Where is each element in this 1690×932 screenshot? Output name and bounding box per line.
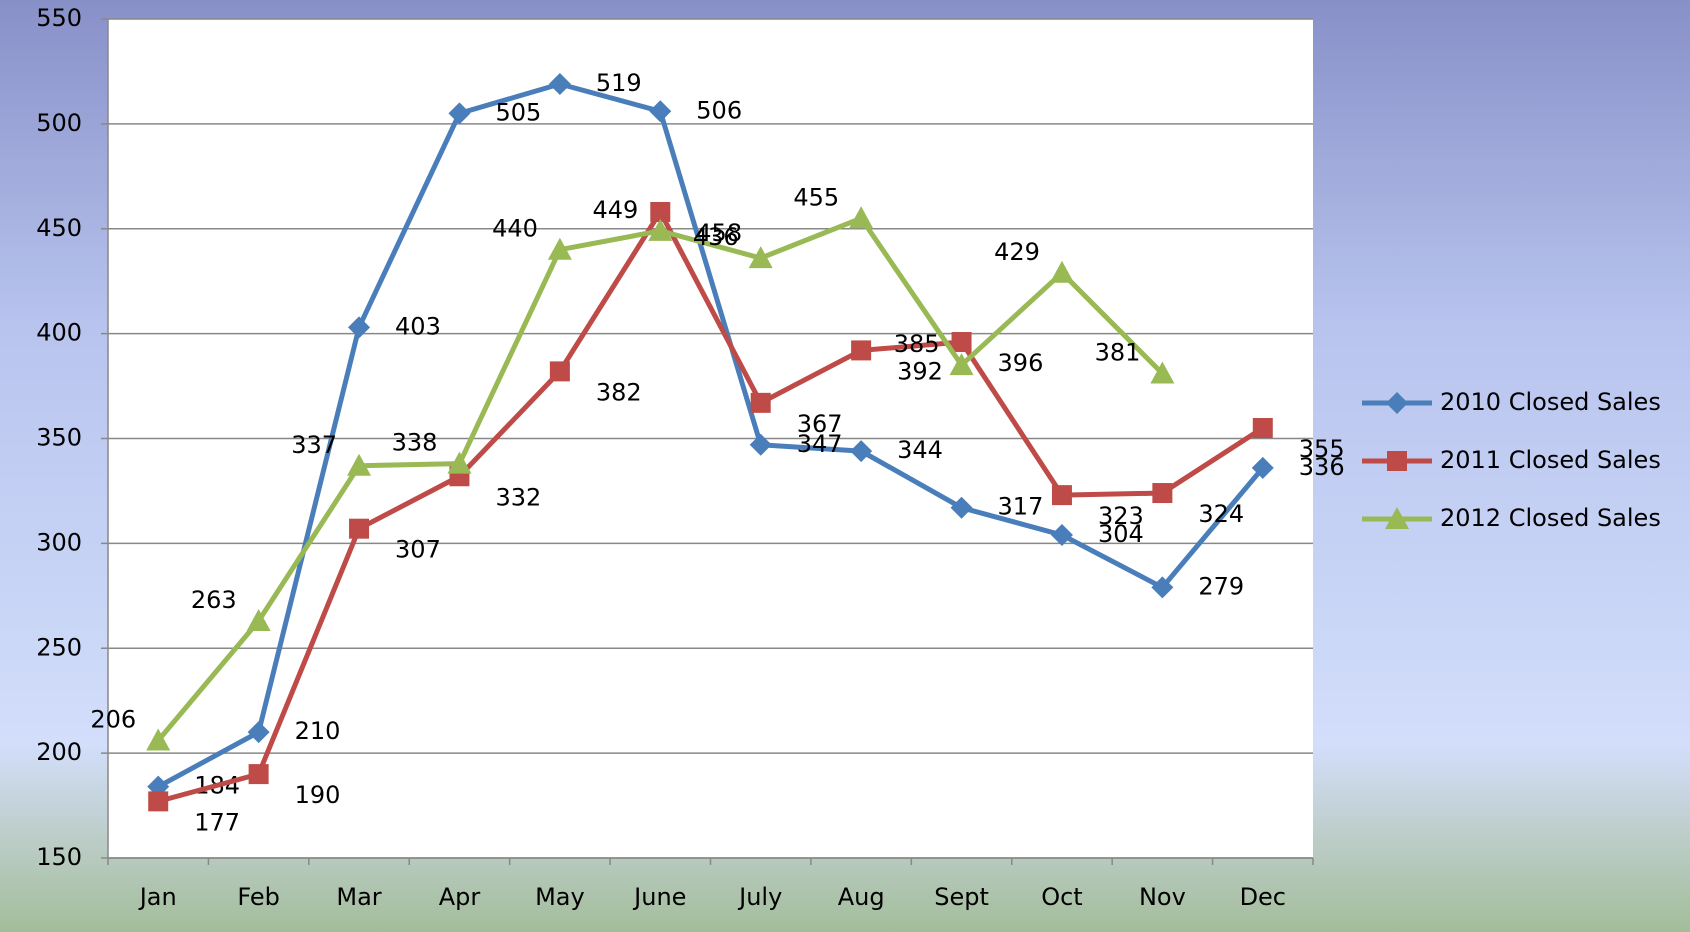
data-label: 440: [492, 215, 538, 243]
data-label: 323: [1098, 502, 1144, 530]
data-label: 385: [894, 330, 940, 358]
data-point: [648, 218, 673, 241]
data-label: 355: [1299, 435, 1345, 463]
data-point: [146, 728, 171, 751]
series-line: [157, 81, 1265, 789]
data-point: [247, 721, 270, 744]
data-point: [349, 518, 370, 539]
data-label: 206: [90, 706, 136, 734]
data-label: 304: [1098, 520, 1144, 548]
data-point: [749, 433, 772, 456]
x-tick-label: May: [535, 883, 585, 911]
data-label: 336: [1299, 453, 1345, 481]
y-tick-label: 450: [36, 214, 82, 242]
legend-label: 2010 Closed Sales: [1440, 388, 1661, 416]
data-point: [748, 246, 773, 269]
y-tick-label: 500: [36, 109, 82, 137]
x-tick-label: Jan: [138, 883, 177, 911]
series-line: [157, 209, 1265, 804]
data-point: [849, 206, 874, 229]
y-tick-label: 200: [36, 738, 82, 766]
data-label: 332: [495, 483, 541, 511]
data-point: [850, 440, 873, 463]
data-point: [248, 764, 269, 785]
data-label: 338: [392, 429, 438, 457]
data-point: [951, 332, 972, 353]
data-label: 506: [696, 96, 742, 124]
data-label: 436: [693, 223, 739, 251]
data-label: 505: [495, 98, 541, 126]
data-label: 455: [793, 183, 839, 211]
data-label: 403: [395, 312, 441, 340]
data-label: 177: [194, 808, 240, 836]
data-point: [547, 237, 572, 260]
data-point: [448, 102, 471, 125]
data-label: 210: [295, 717, 341, 745]
legend-marker: [1386, 392, 1408, 414]
data-label: 263: [191, 586, 237, 614]
legend-label: 2011 Closed Sales: [1440, 446, 1661, 474]
data-point: [1051, 485, 1072, 506]
data-label: 279: [1198, 572, 1244, 600]
x-tick-label: Aug: [838, 883, 885, 911]
data-point: [1251, 456, 1274, 479]
x-tick-label: June: [632, 883, 686, 911]
legend-marker: [1387, 451, 1407, 471]
x-tick-label: Feb: [237, 883, 280, 911]
x-tick-label: Mar: [336, 883, 381, 911]
data-label: 344: [897, 436, 943, 464]
legend-marker: [1385, 507, 1409, 529]
data-point: [650, 201, 671, 222]
y-tick-label: 350: [36, 424, 82, 452]
data-label: 190: [295, 781, 341, 809]
data-label: 449: [592, 196, 638, 224]
data-label: 367: [797, 410, 843, 438]
data-point: [1152, 483, 1173, 504]
data-point: [447, 451, 472, 474]
data-point: [851, 340, 872, 361]
data-point: [148, 791, 169, 812]
x-tick-label: Dec: [1240, 883, 1286, 911]
data-point: [549, 361, 570, 382]
data-label: 429: [994, 238, 1040, 266]
x-tick-label: Sept: [934, 883, 989, 911]
data-point: [1050, 523, 1073, 546]
data-point: [1252, 418, 1273, 439]
data-point: [750, 392, 771, 413]
data-label: 382: [596, 378, 642, 406]
x-tick-label: July: [737, 883, 782, 911]
data-label: 337: [291, 431, 337, 459]
y-tick-label: 250: [36, 633, 82, 661]
data-point: [1151, 576, 1174, 599]
data-label: 392: [897, 357, 943, 385]
data-label: 519: [596, 69, 642, 97]
data-point: [1049, 260, 1074, 283]
data-label: 381: [1095, 338, 1141, 366]
x-tick-label: Nov: [1139, 883, 1186, 911]
data-point: [246, 608, 271, 631]
data-point: [548, 73, 571, 96]
y-tick-label: 300: [36, 528, 82, 556]
data-point: [348, 316, 371, 339]
y-tick-label: 550: [36, 4, 82, 32]
data-point: [949, 353, 974, 376]
x-tick-label: Oct: [1041, 883, 1083, 911]
x-tick-label: Apr: [439, 883, 481, 911]
data-label: 347: [797, 430, 843, 458]
data-label: 396: [998, 349, 1044, 377]
data-label: 317: [998, 493, 1044, 521]
data-label: 324: [1198, 500, 1244, 528]
data-point: [950, 496, 973, 519]
data-point: [347, 453, 372, 476]
y-tick-label: 150: [36, 843, 82, 871]
legend-label: 2012 Closed Sales: [1440, 504, 1661, 532]
data-point: [1150, 361, 1175, 384]
y-tick-label: 400: [36, 319, 82, 347]
data-label: 307: [395, 536, 441, 564]
data-point: [649, 100, 672, 123]
